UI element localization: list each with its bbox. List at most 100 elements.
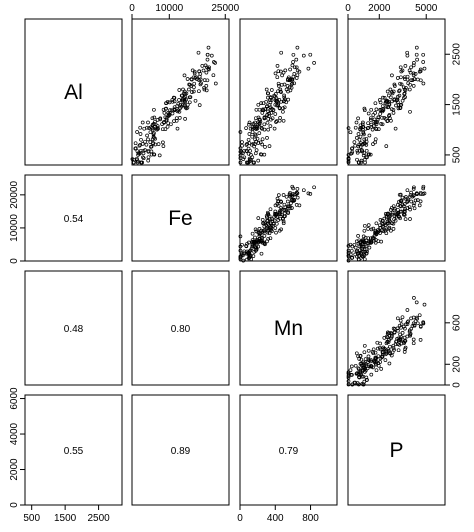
data-point: [140, 120, 145, 125]
data-point: [260, 238, 265, 243]
data-point: [355, 150, 360, 155]
data-point: [240, 140, 244, 144]
data-point: [362, 151, 367, 156]
tick-label: 10000: [155, 3, 183, 14]
data-point: [396, 348, 401, 353]
data-point: [397, 93, 402, 98]
data-point: [275, 212, 279, 217]
data-point: [172, 107, 177, 112]
data-point: [355, 157, 359, 162]
data-point: [384, 144, 389, 148]
data-point: [362, 108, 367, 113]
data-point: [398, 337, 402, 342]
data-point: [378, 356, 383, 361]
data-point: [290, 206, 294, 210]
data-point: [162, 120, 166, 125]
data-point: [412, 323, 417, 328]
data-point: [277, 228, 282, 233]
data-point: [402, 92, 407, 96]
data-point: [346, 253, 351, 258]
data-point: [409, 190, 413, 195]
data-point: [238, 244, 243, 249]
data-point: [252, 160, 257, 165]
data-point: [269, 217, 274, 221]
data-point: [356, 132, 361, 136]
data-point: [295, 195, 300, 200]
data-point: [192, 71, 197, 76]
data-point: [411, 203, 416, 208]
data-point: [346, 251, 351, 255]
data-point: [272, 218, 277, 223]
tick-label: 0: [9, 502, 20, 508]
data-point: [387, 114, 391, 118]
data-point: [413, 72, 418, 76]
data-point: [411, 321, 416, 326]
data-point: [265, 219, 269, 223]
panel-frame: [24, 270, 123, 386]
panel-frame: [239, 394, 338, 506]
tick-label: 200: [451, 355, 462, 372]
data-point: [384, 104, 389, 109]
data-point: [136, 159, 140, 164]
data-point: [148, 145, 153, 149]
data-point: [392, 330, 397, 335]
data-point: [253, 142, 257, 146]
data-point: [289, 85, 294, 90]
data-point: [414, 52, 419, 57]
data-point: [356, 160, 361, 165]
data-point: [265, 230, 270, 235]
data-point: [247, 120, 252, 125]
data-point: [160, 122, 164, 126]
panel-frame: [24, 174, 123, 262]
data-point: [244, 126, 248, 130]
data-point: [391, 227, 396, 231]
data-point: [400, 68, 405, 73]
data-point: [257, 131, 262, 135]
data-point: [400, 98, 405, 103]
tick-label: 20000: [9, 181, 20, 209]
data-point: [421, 192, 426, 196]
data-point: [163, 127, 168, 131]
data-point: [346, 258, 351, 263]
correlation-label-p-fe: 0.89: [171, 446, 191, 457]
data-point: [378, 226, 383, 230]
data-point: [286, 77, 290, 81]
data-point: [366, 121, 370, 126]
data-point: [175, 126, 180, 131]
data-point: [205, 57, 210, 62]
tick-label: 0: [237, 513, 243, 524]
data-point: [374, 107, 379, 112]
data-point: [350, 146, 355, 151]
data-point: [277, 118, 282, 123]
data-point: [276, 69, 281, 74]
tick-label: 500: [451, 146, 462, 163]
data-point: [260, 137, 265, 142]
data-point: [363, 160, 367, 165]
data-point: [375, 228, 380, 232]
data-point: [407, 205, 412, 210]
data-point: [256, 216, 261, 220]
data-point: [368, 116, 373, 121]
panel-frame: [131, 394, 230, 506]
data-point: [273, 92, 278, 96]
data-point: [399, 102, 404, 107]
data-point: [209, 53, 214, 58]
data-point: [350, 256, 354, 260]
data-point: [148, 130, 153, 135]
data-point: [202, 87, 207, 92]
data-point: [388, 344, 392, 349]
data-point: [385, 212, 390, 217]
data-point: [374, 221, 379, 226]
data-point: [393, 218, 398, 223]
data-point: [374, 238, 378, 242]
data-point: [279, 90, 283, 94]
tick-label: 600: [451, 314, 462, 331]
panel-p-al: 0.55: [24, 394, 123, 506]
data-point: [280, 82, 284, 87]
data-point: [374, 120, 378, 125]
data-point: [249, 246, 254, 251]
data-point: [287, 85, 292, 90]
data-point: [391, 326, 396, 331]
data-point: [205, 52, 210, 57]
data-point: [383, 358, 388, 362]
